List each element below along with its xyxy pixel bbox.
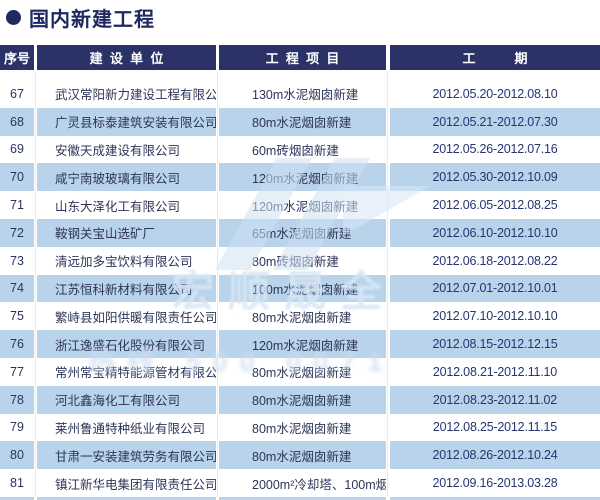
cell-project: 80m水泥烟囱新建	[252, 366, 352, 381]
cell-project: 80m水泥烟囱新建	[219, 441, 386, 470]
cell-company: 武汉常阳新力建设工程有限公司	[55, 88, 216, 103]
cell-serial: 67	[10, 86, 24, 101]
cell-project: 65m水泥烟囱新建	[219, 218, 386, 247]
cell-project: 80m水泥烟囱新建	[219, 385, 386, 414]
column-divider	[35, 72, 36, 497]
column-header-period: 工 期	[390, 45, 600, 70]
cell-company: 江苏恒科新材料有限公司	[37, 274, 216, 303]
cell-serial: 76	[0, 330, 34, 358]
cell-company: 莱州鲁通特种纸业有限公司	[55, 421, 206, 436]
table-row: 78 河北鑫海化工有限公司 80m水泥烟囱新建 2012.08.23-2012.11.…	[0, 385, 600, 414]
cell-project: 80m水泥烟囱新建	[252, 421, 352, 436]
cell-serial: 70	[0, 163, 34, 192]
page-title-row: 国内新建工程	[6, 5, 155, 31]
column-divider	[387, 72, 388, 497]
cell-serial: 78	[0, 385, 34, 414]
cell-company: 安徽天成建设有限公司	[55, 143, 181, 158]
table-row: 70 咸宁南玻玻璃有限公司 120m水泥烟囱新建 2012.05.30-2012.10…	[0, 163, 600, 192]
table-row: 77 常州常宝精特能源管材有限公司 80m水泥烟囱新建 2012.08.21-2012…	[0, 358, 600, 386]
cell-period: 2012.08.25-2012.11.15	[432, 420, 558, 435]
table-row: 69 安徽天成建设有限公司 60m砖烟囱新建 2012.05.26-2012.07.1…	[0, 136, 600, 164]
table-row: 80 甘肃一安装建筑劳务有限公司 80m水泥烟囱新建 2012.08.26-2012.…	[0, 441, 600, 470]
cell-period: 2012.08.26-2012.10.24	[390, 441, 600, 470]
table-row: 72 鞍钢关宝山选矿厂 65m水泥烟囱新建 2012.06.10-2012.10.10	[0, 218, 600, 247]
table-row: 76 浙江逸盛石化股份有限公司 120m水泥烟囱新建 2012.08.15-2012.…	[0, 330, 600, 358]
cell-serial: 72	[0, 218, 34, 247]
cell-period: 2012.08.15-2012.12.15	[390, 330, 600, 358]
cell-serial: 79	[10, 420, 24, 435]
cell-company: 咸宁南玻玻璃有限公司	[37, 163, 216, 192]
cell-serial: 68	[0, 107, 34, 136]
cell-period: 2012.09.16-2013.03.28	[432, 476, 558, 491]
cell-company: 繁峙县如阳供暖有限责任公司	[55, 310, 216, 325]
table-row: 68 广灵县标泰建筑安装有限公司 80m水泥烟囱新建 2012.05.21-2012.…	[0, 107, 600, 136]
cell-period: 2012.07.01-2012.10.01	[390, 274, 600, 303]
cell-serial: 81	[10, 476, 24, 491]
cell-project: 2000m²冷却塔、100m烟囱新建	[252, 477, 386, 492]
column-divider	[217, 72, 218, 497]
cell-project: 80m水泥烟囱新建	[219, 107, 386, 136]
cell-company: 广灵县标泰建筑安装有限公司	[37, 107, 216, 136]
cell-serial: 75	[10, 309, 24, 324]
cell-serial: 71	[10, 198, 24, 213]
cell-company: 鞍钢关宝山选矿厂	[37, 218, 216, 247]
cell-serial: 80	[0, 441, 34, 470]
cell-period: 2012.06.10-2012.10.10	[390, 218, 600, 247]
cell-serial: 74	[0, 274, 34, 303]
cell-project: 80m水泥烟囱新建	[252, 310, 352, 325]
cell-company: 山东大泽化工有限公司	[55, 199, 181, 214]
cell-company: 甘肃一安装建筑劳务有限公司	[37, 441, 216, 470]
cell-company: 镇江新华电集团有限责任公司	[55, 477, 216, 492]
table-row: 71 山东大泽化工有限公司 120m水泥烟囱新建 2012.06.05-2012.08…	[0, 191, 600, 219]
cell-project: 100m水泥烟囱新建	[219, 274, 386, 303]
cell-period: 2012.06.05-2012.08.25	[432, 198, 558, 213]
cell-project: 120m水泥烟囱新建	[219, 330, 386, 358]
cell-period: 2012.05.20-2012.08.10	[432, 86, 558, 101]
cell-serial: 73	[10, 253, 24, 268]
cell-project: 80m砖烟囱新建	[252, 255, 339, 270]
partial-next-row	[0, 497, 600, 500]
table-header-row: 序号 建 设 单 位 工 程 项 目 工 期	[0, 45, 600, 70]
cell-period: 2012.06.18-2012.08.22	[432, 253, 558, 268]
cell-period: 2012.07.10-2012.10.10	[432, 309, 558, 324]
table-body: 67 武汉常阳新力建设工程有限公司 130m水泥烟囱新建 2012.05.20-201…	[0, 80, 600, 497]
column-header-serial: 序号	[0, 45, 34, 70]
cell-period: 2012.05.30-2012.10.09	[390, 163, 600, 192]
cell-project: 60m砖烟囱新建	[252, 143, 339, 158]
cell-company: 常州常宝精特能源管材有限公司	[55, 366, 216, 381]
cell-serial: 77	[10, 364, 24, 379]
table-row: 74 江苏恒科新材料有限公司 100m水泥烟囱新建 2012.07.01-2012.1…	[0, 274, 600, 303]
table-row: 79 莱州鲁通特种纸业有限公司 80m水泥烟囱新建 2012.08.25-2012.1…	[0, 414, 600, 442]
cell-company: 河北鑫海化工有限公司	[37, 385, 216, 414]
column-header-project: 工 程 项 目	[219, 45, 386, 70]
table-row: 67 武汉常阳新力建设工程有限公司 130m水泥烟囱新建 2012.05.20-201…	[0, 80, 600, 108]
cell-project: 120m水泥烟囱新建	[252, 199, 359, 214]
cell-company: 浙江逸盛石化股份有限公司	[37, 330, 216, 358]
column-header-company: 建 设 单 位	[37, 45, 216, 70]
cell-company: 清远加多宝饮料有限公司	[55, 255, 193, 270]
cell-period: 2012.08.21-2012.11.10	[432, 364, 558, 379]
cell-period: 2012.05.21-2012.07.30	[390, 107, 600, 136]
cell-period: 2012.05.26-2012.07.16	[432, 142, 558, 157]
bullet-icon	[6, 9, 21, 25]
cell-serial: 69	[10, 142, 24, 157]
cell-period: 2012.08.23-2012.11.02	[390, 385, 600, 414]
page-title: 国内新建工程	[29, 8, 155, 31]
table-row: 75 繁峙县如阳供暖有限责任公司 80m水泥烟囱新建 2012.07.10-2012.…	[0, 302, 600, 330]
table-row: 81 镇江新华电集团有限责任公司 2000m²冷却塔、100m烟囱新建 2012.09…	[0, 469, 600, 497]
table-row: 73 清远加多宝饮料有限公司 80m砖烟囱新建 2012.06.18-2012.08.…	[0, 247, 600, 275]
cell-project: 120m水泥烟囱新建	[219, 163, 386, 192]
cell-project: 130m水泥烟囱新建	[252, 88, 359, 103]
